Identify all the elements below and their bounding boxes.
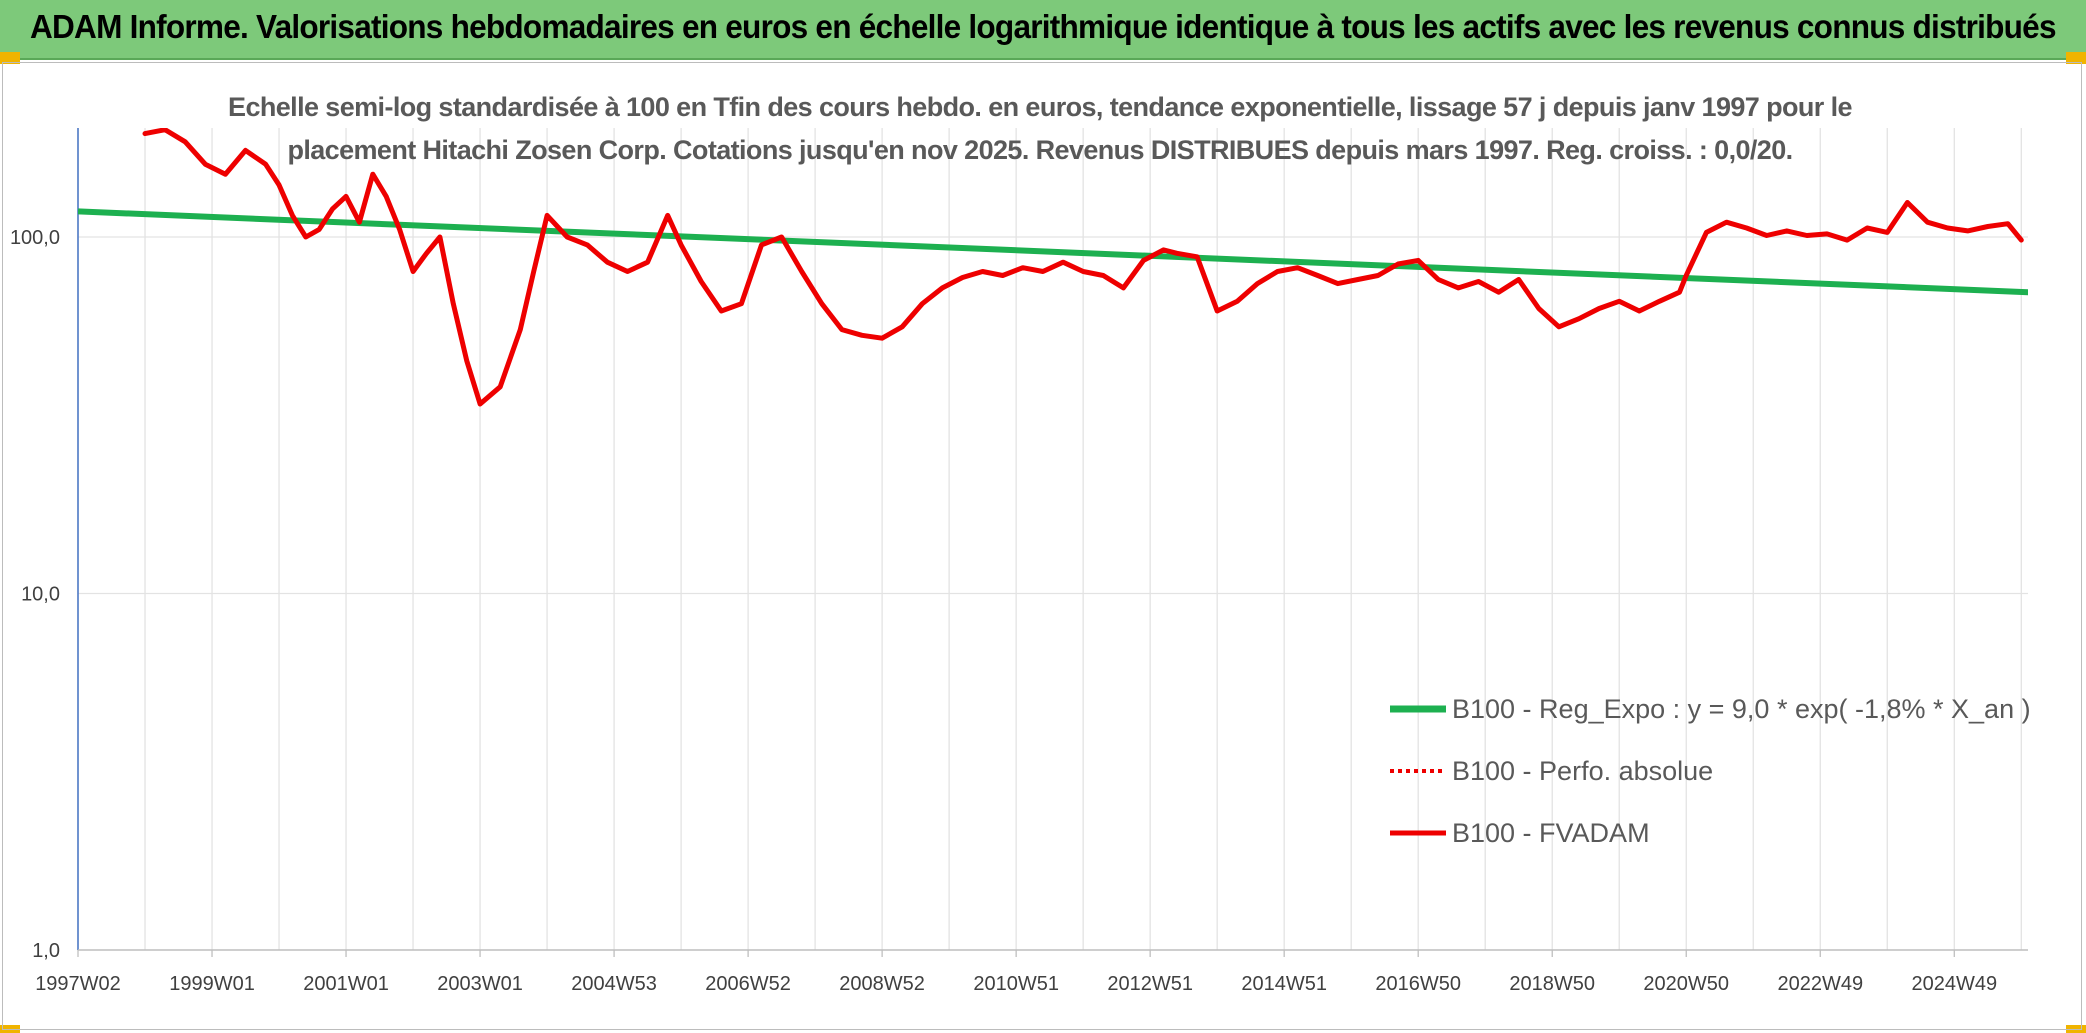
chart-title-line-1: Echelle semi-log standardisée à 100 en T…	[228, 92, 1852, 122]
legend-label: B100 - Reg_Expo : y = 9,0 * exp( -1,8% *…	[1452, 694, 2031, 724]
left-corner-marker	[0, 52, 20, 64]
y-tick-label: 10,0	[21, 584, 60, 606]
y-axis: 1,0 10,0 100,0	[10, 128, 79, 962]
series-group	[78, 128, 2028, 407]
regression-line	[78, 208, 2028, 296]
x-axis: 1997W02 1999W01 2001W01 2003W01 2004W53 2006W…	[35, 949, 2028, 995]
report-header: ADAM Informe. Valorisations hebdomadaire…	[0, 0, 2086, 60]
x-tick-label: 2010W51	[973, 973, 1059, 995]
x-tick-label: 2018W50	[1509, 973, 1595, 995]
x-tick-label: 2024W49	[1911, 973, 1997, 995]
x-tick-label: 2008W52	[839, 973, 925, 995]
legend-item-perfo-absolue: B100 - Perfo. absolue	[1390, 756, 1713, 786]
x-tick-label: 2004W53	[571, 973, 657, 995]
report-title: ADAM Informe. Valorisations hebdomadaire…	[30, 8, 2057, 45]
legend-item-fvadam: B100 - FVADAM	[1390, 818, 1650, 848]
legend-item-regression: B100 - Reg_Expo : y = 9,0 * exp( -1,8% *…	[1390, 694, 2031, 724]
x-tick-label: 2003W01	[437, 973, 523, 995]
fvadam-line	[142, 128, 2024, 407]
x-tick-label: 2014W51	[1241, 973, 1327, 995]
x-tick-label: 2006W52	[705, 973, 791, 995]
x-tick-label: 1997W02	[35, 973, 121, 995]
chart-title: Echelle semi-log standardisée à 100 en T…	[120, 86, 1960, 172]
legend-label: B100 - Perfo. absolue	[1452, 756, 1713, 786]
x-tick-label: 2016W50	[1375, 973, 1461, 995]
chart-title-line-2: placement Hitachi Zosen Corp. Cotations …	[287, 135, 1793, 165]
x-tick-label: 2001W01	[303, 973, 389, 995]
x-tick-label: 2020W50	[1643, 973, 1729, 995]
y-tick-label: 100,0	[10, 227, 60, 249]
chart-frame	[2, 62, 2082, 1030]
legend-label: B100 - FVADAM	[1452, 818, 1650, 848]
right-corner-marker	[2066, 52, 2086, 64]
x-tick-label: 2022W49	[1777, 973, 1863, 995]
y-tick-label: 1,0	[32, 940, 60, 962]
x-tick-label: 1999W01	[169, 973, 255, 995]
x-tick-label: 2012W51	[1107, 973, 1193, 995]
chart-legend: B100 - Reg_Expo : y = 9,0 * exp( -1,8% *…	[1390, 694, 2031, 848]
